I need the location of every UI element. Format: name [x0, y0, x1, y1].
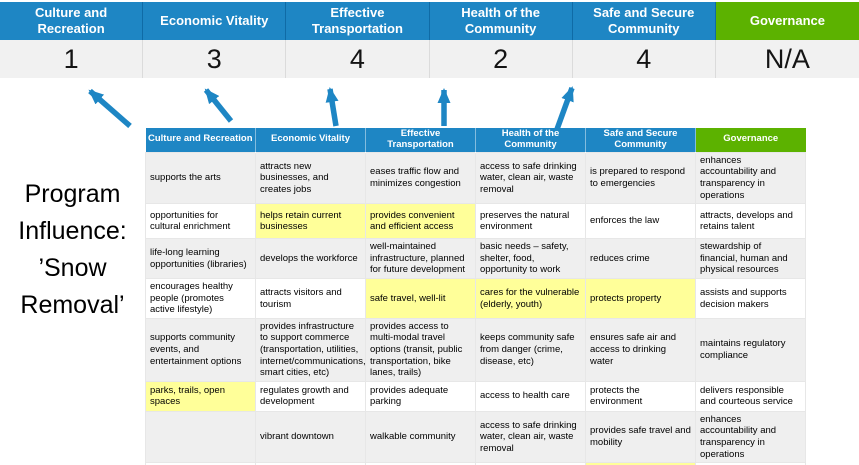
matrix-cell: ensures safe air and access to drinking …: [585, 317, 696, 382]
matrix-cell: protects the environment: [585, 380, 696, 412]
up-arrows-graphic: [88, 86, 575, 133]
matrix-cell: access to safe drinking water, clean air…: [475, 410, 586, 464]
matrix-cell: develops the workforce: [255, 238, 366, 280]
up-arrow-icon: [88, 88, 132, 129]
matrix-cell: provides infrastructure to support comme…: [255, 317, 366, 382]
matrix-cell: enforces the law: [585, 203, 696, 240]
matrix-cell: attracts, develops and retains talent: [695, 203, 806, 240]
summary-score-cell: 1: [0, 40, 144, 78]
matrix-cell: eases traffic flow and minimizes congest…: [365, 151, 476, 205]
matrix-cell: provides convenient and efficient access: [365, 203, 476, 240]
matrix-cell: supports the arts: [145, 151, 256, 205]
summary-score-cell: 2: [429, 40, 573, 78]
matrix-row: parks, trails, open spaces regulates grow…: [145, 380, 806, 412]
summary-category-row: Culture and Recreation Economic Vitality E…: [0, 2, 859, 40]
matrix-cell: basic needs – safety, shelter, food, opp…: [475, 238, 586, 280]
matrix-cell: opportunities for cultural enrichment: [145, 203, 256, 240]
matrix-cell: [695, 462, 806, 465]
summary-score-cell: 3: [143, 40, 287, 78]
matrix-row: vibrant downtown walkable community access…: [145, 410, 806, 464]
summary-score-cell: 4: [572, 40, 716, 78]
score-summary-bar: Culture and Recreation Economic Vitality E…: [0, 2, 859, 78]
matrix-row: opportunities for cultural enrichment hel…: [145, 203, 806, 240]
matrix-row: looks after it's most vulnerable: [145, 462, 806, 465]
matrix-cell: cares for the vulnerable (elderly, youth…: [475, 278, 586, 319]
summary-category-cell: Health of the Community: [429, 2, 573, 40]
matrix-column-header: Health of the Community: [475, 128, 586, 153]
matrix-cell: safe travel, well-lit: [365, 278, 476, 319]
matrix-row: encourages healthy people (promotes acti…: [145, 278, 806, 319]
matrix-column-header: Effective Transportation: [365, 128, 476, 153]
up-arrow-icon: [553, 86, 575, 133]
matrix-cell: regulates growth and development: [255, 380, 366, 412]
arrows-overlay: [0, 80, 859, 135]
up-arrow-icon: [203, 88, 234, 123]
matrix-cell: attracts new businesses, and creates job…: [255, 151, 366, 205]
matrix-cell: provides adequate parking: [365, 380, 476, 412]
matrix-header-row: Culture and Recreation Economic Vitality E…: [145, 128, 806, 153]
matrix-cell: stewardship of financial, human and phys…: [695, 238, 806, 280]
summary-score-cell: 4: [286, 40, 430, 78]
matrix-cell: provides access to multi-modal travel op…: [365, 317, 476, 382]
summary-score-row: 1 3 4 2 4 N/A: [0, 40, 859, 78]
matrix-cell: protects property: [585, 278, 696, 319]
matrix-cell: keeps community safe from danger (crime,…: [475, 317, 586, 382]
matrix-cell: access to health care: [475, 380, 586, 412]
matrix-cell: parks, trails, open spaces: [145, 380, 256, 412]
matrix-cell: helps retain current businesses: [255, 203, 366, 240]
matrix-cell: preserves the natural environment: [475, 203, 586, 240]
matrix-cell: is prepared to respond to emergencies: [585, 151, 696, 205]
up-arrow-icon: [325, 87, 339, 127]
matrix-row: supports the arts attracts new businesses…: [145, 151, 806, 205]
matrix-cell: maintains regulatory compliance: [695, 317, 806, 382]
matrix-cell: enhances accountability and transparency…: [695, 151, 806, 205]
matrix-cell: [145, 410, 256, 464]
matrix-column-header: Safe and Secure Community: [585, 128, 696, 153]
matrix-cell: access to safe drinking water, clean air…: [475, 151, 586, 205]
summary-category-cell: Governance: [715, 2, 859, 40]
matrix-row: life-long learning opportunities (librar…: [145, 238, 806, 280]
summary-score-cell: N/A: [715, 40, 859, 78]
matrix-cell: encourages healthy people (promotes acti…: [145, 278, 256, 319]
matrix-column-header: Governance: [695, 128, 806, 153]
matrix-cell: delivers responsible and courteous servi…: [695, 380, 806, 412]
summary-category-cell: Culture and Recreation: [0, 2, 144, 40]
matrix-cell: enhances accountability and transparency…: [695, 410, 806, 464]
summary-category-cell: Safe and Secure Community: [572, 2, 716, 40]
matrix-cell: provides safe travel and mobility: [585, 410, 696, 464]
summary-category-cell: Economic Vitality: [143, 2, 287, 40]
matrix-cell: supports community events, and entertain…: [145, 317, 256, 382]
matrix-cell: well-maintained infrastructure, planned …: [365, 238, 476, 280]
matrix-cell: attracts visitors and tourism: [255, 278, 366, 319]
summary-category-cell: Effective Transportation: [286, 2, 430, 40]
program-influence-label: Program Influence: ’Snow Removal’: [18, 180, 127, 319]
influence-matrix-table: Culture and Recreation Economic Vitality E…: [145, 128, 806, 465]
matrix-column-header: Economic Vitality: [255, 128, 366, 153]
matrix-cell: vibrant downtown: [255, 410, 366, 464]
matrix-cell: life-long learning opportunities (librar…: [145, 238, 256, 280]
matrix-cell: reduces crime: [585, 238, 696, 280]
matrix-cell: assists and supports decision makers: [695, 278, 806, 319]
matrix-row: supports community events, and entertain…: [145, 317, 806, 382]
matrix-cell: walkable community: [365, 410, 476, 464]
matrix-column-header: Culture and Recreation: [145, 128, 256, 153]
